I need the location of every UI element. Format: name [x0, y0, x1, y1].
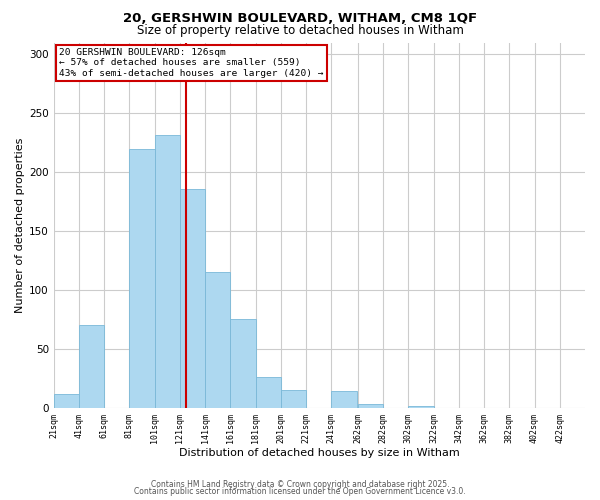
Bar — [281, 390, 306, 408]
Bar — [130, 149, 155, 408]
Text: 20 GERSHWIN BOULEVARD: 126sqm
← 57% of detached houses are smaller (559)
43% of : 20 GERSHWIN BOULEVARD: 126sqm ← 57% of d… — [59, 48, 323, 78]
Y-axis label: Number of detached properties: Number of detached properties — [15, 138, 25, 313]
Bar — [79, 324, 104, 408]
Bar — [155, 134, 180, 408]
Bar — [230, 319, 256, 408]
Text: Contains HM Land Registry data © Crown copyright and database right 2025.: Contains HM Land Registry data © Crown c… — [151, 480, 449, 489]
Bar — [180, 189, 205, 408]
Bar — [409, 406, 434, 408]
Bar — [205, 272, 230, 408]
Bar — [256, 376, 281, 408]
Bar — [331, 391, 356, 408]
Text: 20, GERSHWIN BOULEVARD, WITHAM, CM8 1QF: 20, GERSHWIN BOULEVARD, WITHAM, CM8 1QF — [123, 12, 477, 26]
Text: Size of property relative to detached houses in Witham: Size of property relative to detached ho… — [137, 24, 463, 37]
Bar — [358, 404, 383, 408]
Text: Contains public sector information licensed under the Open Government Licence v3: Contains public sector information licen… — [134, 487, 466, 496]
Bar — [54, 394, 79, 408]
X-axis label: Distribution of detached houses by size in Witham: Distribution of detached houses by size … — [179, 448, 460, 458]
